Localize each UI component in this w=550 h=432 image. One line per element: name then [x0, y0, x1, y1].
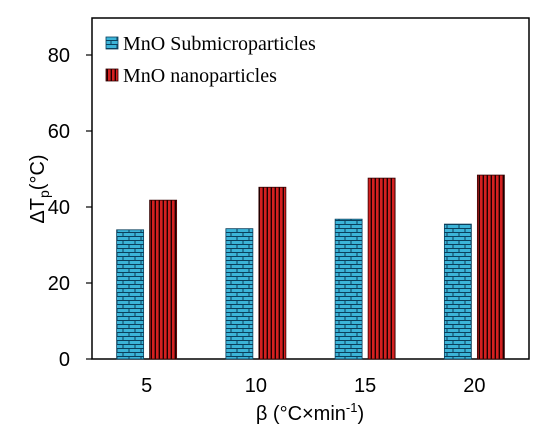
- y-axis-label-main: ΔT: [27, 198, 49, 224]
- bar-submicro-20: [444, 224, 471, 359]
- y-axis: 0 20 40 60 80: [48, 45, 92, 371]
- bar-submicro-15: [335, 219, 362, 359]
- x-axis-label-sup: -1: [346, 400, 358, 415]
- x-tick-label: 20: [463, 375, 485, 397]
- legend-label-submicro: MnO Submicroparticles: [123, 33, 316, 55]
- y-tick-label: 60: [48, 121, 70, 143]
- legend: MnO Submicroparticles MnO nanoparticles: [106, 33, 316, 87]
- bar-nano-15: [368, 178, 395, 359]
- y-axis-label-sub: p: [36, 190, 52, 198]
- y-axis-label-unit: (°C): [27, 154, 49, 190]
- x-axis-label-main: β (°C×min: [256, 403, 346, 425]
- x-axis-label-close: ): [357, 403, 364, 425]
- bar-nano-20: [477, 175, 504, 359]
- bar-submicro-10: [226, 229, 253, 359]
- y-tick-label: 40: [48, 197, 70, 219]
- legend-swatch-nano: [106, 69, 118, 81]
- x-tick-label: 10: [245, 375, 267, 397]
- bars: [117, 175, 505, 359]
- bar-nano-5: [150, 200, 177, 359]
- y-tick-label: 0: [59, 349, 70, 371]
- y-tick-label: 20: [48, 273, 70, 295]
- bar-nano-10: [259, 187, 286, 359]
- y-tick-label: 80: [48, 45, 70, 67]
- legend-label-nano: MnO nanoparticles: [123, 65, 277, 87]
- legend-swatch-submicro: [106, 37, 118, 49]
- bar-submicro-5: [117, 230, 144, 359]
- x-tick-label: 15: [354, 375, 376, 397]
- x-axis-label: β (°C×min-1): [256, 400, 364, 425]
- x-tick-label: 5: [141, 375, 152, 397]
- x-axis: 5 10 15 20: [141, 375, 485, 397]
- y-axis-label: ΔTp(°C): [27, 154, 52, 223]
